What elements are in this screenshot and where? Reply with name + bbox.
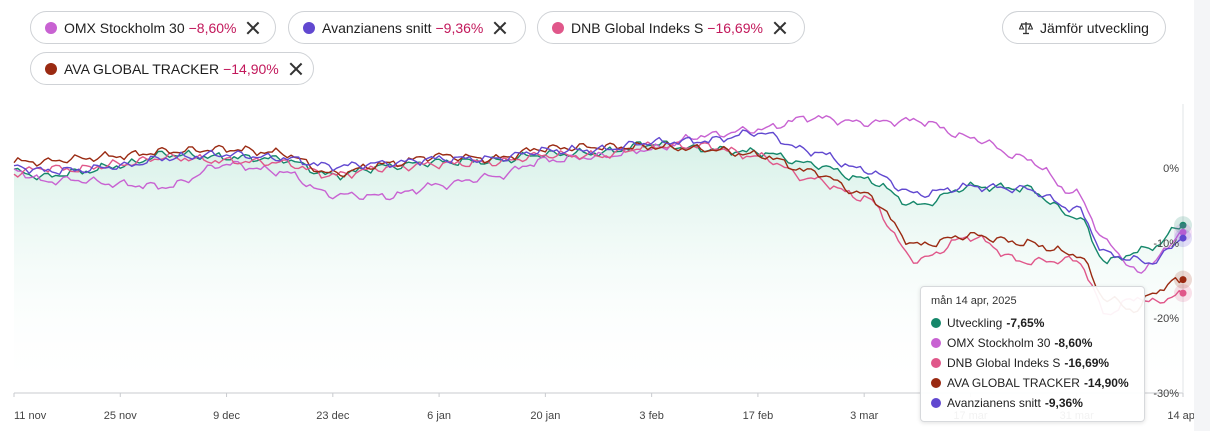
x-tick-label: 3 mar (850, 410, 878, 422)
y-tick-label: 0% (1163, 163, 1179, 175)
y-tick-label: -30% (1153, 388, 1179, 400)
series-chip-omx: OMX Stockholm 30 −8,60% (30, 11, 276, 44)
x-tick-label: 6 jan (427, 410, 451, 422)
x-tick-label: 17 feb (743, 410, 774, 422)
series-endpoint-3 (1179, 276, 1187, 284)
compare-button-label: Jämför utveckling (1040, 19, 1149, 36)
series-endpoint-2 (1179, 289, 1187, 297)
series-line-4 (13, 129, 1184, 265)
series-color-dot (552, 21, 564, 34)
series-line-2 (13, 141, 1184, 316)
series-color-dot (45, 21, 57, 34)
series-color-dot (931, 338, 941, 348)
tooltip-series-value: -8,60% (1054, 336, 1093, 350)
y-tick-label: -10% (1153, 238, 1179, 250)
series-chip-name: AVA GLOBAL TRACKER (64, 60, 220, 77)
series-endpoint-0 (1179, 221, 1187, 229)
series-chip-name: DNB Global Indeks S (571, 19, 704, 36)
x-tick-label: 14 apr (1167, 410, 1194, 422)
series-color-dot (303, 21, 315, 34)
x-tick-label: 3 feb (639, 410, 663, 422)
x-tick-label: 9 dec (213, 410, 240, 422)
tooltip-row: Avanzianens snitt -9,36% (931, 393, 1134, 413)
series-line-1 (13, 115, 1184, 274)
tooltip-row: Utveckling -7,65% (931, 313, 1134, 333)
tooltip-series-value: -14,90% (1083, 376, 1129, 390)
tooltip-series-value: -7,65% (1006, 316, 1045, 330)
series-endpoint-4 (1179, 234, 1187, 242)
tooltip-row: AVA GLOBAL TRACKER -14,90% (931, 373, 1134, 393)
area-fill-0 (14, 141, 1183, 393)
tooltip-series-name: DNB Global Indeks S (947, 356, 1061, 370)
series-chip-avanzianens: Avanzianens snitt −9,36% (288, 11, 526, 44)
series-chip-change: −16,69% (707, 19, 763, 36)
scale-icon (1019, 21, 1034, 35)
series-color-dot (931, 398, 941, 408)
series-color-dot (45, 62, 57, 75)
series-color-dot (931, 378, 941, 388)
series-chip-change: −8,60% (188, 19, 237, 36)
chart-tooltip: mån 14 apr, 2025 Utveckling -7,65% OMX S… (920, 286, 1145, 422)
tooltip-series-value: -9,36% (1044, 396, 1083, 410)
series-chip-name: OMX Stockholm 30 (64, 19, 185, 36)
series-chip-name: Avanzianens snitt (322, 19, 432, 36)
series-endpoint-1 (1179, 228, 1187, 236)
x-tick-label: 23 dec (316, 410, 350, 422)
series-color-dot (931, 318, 941, 328)
series-color-dot (931, 358, 941, 368)
series-line-3 (13, 141, 1184, 314)
tooltip-date: mån 14 apr, 2025 (931, 295, 1017, 307)
x-tick-label: 11 nov (14, 410, 47, 422)
series-chip-dnb: DNB Global Indeks S −16,69% (537, 11, 805, 44)
series-chip-ava-global: AVA GLOBAL TRACKER −14,90% (30, 52, 314, 85)
series-chip-change: −9,36% (435, 19, 484, 36)
tooltip-series-name: AVA GLOBAL TRACKER (947, 376, 1080, 390)
compare-development-button[interactable]: Jämför utveckling (1002, 11, 1166, 44)
tooltip-series-name: OMX Stockholm 30 (947, 336, 1051, 350)
tooltip-series-value: -16,69% (1064, 356, 1110, 370)
series-chip-change: −14,90% (223, 60, 279, 77)
tooltip-series-name: Avanzianens snitt (947, 396, 1041, 410)
tooltip-row: DNB Global Indeks S -16,69% (931, 353, 1134, 373)
x-tick-label: 20 jan (530, 410, 560, 422)
tooltip-row: OMX Stockholm 30 -8,60% (931, 333, 1134, 353)
x-tick-label: 25 nov (104, 410, 138, 422)
tooltip-series-name: Utveckling (947, 316, 1003, 330)
y-tick-label: -20% (1153, 313, 1179, 325)
